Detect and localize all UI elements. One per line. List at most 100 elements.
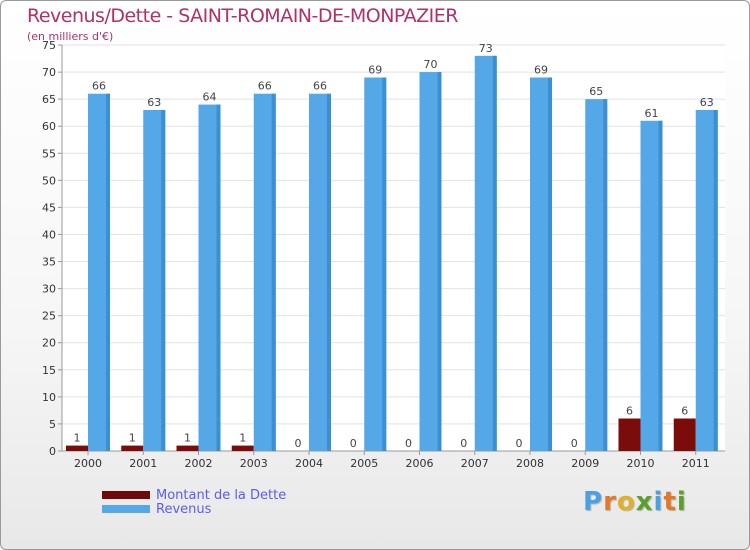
bar-label-dette: 1 bbox=[129, 432, 136, 445]
bar-revenus bbox=[419, 72, 442, 452]
x-tick-label: 2004 bbox=[295, 457, 323, 470]
bar-label-revenus: 63 bbox=[147, 96, 161, 109]
bar-dette bbox=[673, 418, 696, 451]
bar-revenus bbox=[198, 104, 221, 452]
y-tick-label: 0 bbox=[49, 445, 56, 458]
bar-revenus-shade bbox=[713, 109, 718, 452]
bar-revenus-shade bbox=[548, 77, 552, 451]
bar-label-revenus: 66 bbox=[313, 80, 327, 93]
y-tick-label: 55 bbox=[42, 147, 56, 160]
logo-letter: i bbox=[676, 487, 687, 517]
bar-label-revenus: 65 bbox=[589, 85, 603, 98]
bar-label-dette: 0 bbox=[350, 437, 357, 450]
bar-revenus-shade bbox=[216, 104, 221, 452]
x-tick-label: 2002 bbox=[185, 457, 213, 470]
y-tick-label: 15 bbox=[42, 364, 56, 377]
bar-dette bbox=[176, 445, 199, 451]
y-tick-label: 5 bbox=[49, 418, 56, 431]
bar-label-dette: 6 bbox=[681, 405, 688, 418]
bar-label-revenus: 69 bbox=[368, 63, 382, 76]
bar-revenus bbox=[88, 93, 110, 451]
bar-label-dette: 6 bbox=[626, 405, 633, 418]
bar-revenus-shade bbox=[327, 93, 331, 451]
y-tick-label: 75 bbox=[42, 39, 56, 52]
bar-revenus-shade bbox=[437, 72, 442, 452]
bar-label-revenus: 70 bbox=[424, 58, 438, 71]
y-tick-label: 65 bbox=[42, 93, 56, 106]
y-tick-label: 25 bbox=[42, 310, 56, 323]
y-tick-label: 70 bbox=[42, 66, 56, 79]
bar-label-dette: 0 bbox=[460, 437, 467, 450]
logo-letter: t bbox=[663, 487, 677, 517]
legend-label-revenus: Revenus bbox=[156, 501, 212, 517]
legend-item-dette: Montant de la Dette bbox=[102, 487, 287, 503]
bar-revenus bbox=[695, 109, 718, 452]
bar-dette bbox=[231, 445, 254, 451]
bar-revenus bbox=[585, 99, 608, 451]
x-tick-label: 2011 bbox=[682, 457, 710, 470]
bar-revenus bbox=[253, 93, 276, 451]
logo-letter: x bbox=[635, 487, 654, 517]
bar-revenus-shade bbox=[492, 55, 497, 452]
bar-revenus bbox=[364, 77, 387, 451]
bar-revenus-shade bbox=[106, 93, 110, 451]
bar-label-revenus: 69 bbox=[534, 63, 548, 76]
bar-dette bbox=[121, 445, 144, 451]
logo-letter: o bbox=[616, 487, 636, 517]
x-tick-label: 2003 bbox=[240, 457, 268, 470]
bar-revenus-shade bbox=[603, 99, 608, 451]
bar-revenus-shade bbox=[658, 120, 663, 451]
bar-revenus bbox=[530, 77, 552, 451]
legend-swatch-revenus bbox=[102, 505, 150, 513]
x-tick-label: 2008 bbox=[516, 457, 544, 470]
y-tick-label: 20 bbox=[42, 337, 56, 350]
bar-dette bbox=[66, 445, 88, 451]
y-tick-label: 35 bbox=[42, 256, 56, 269]
bar-revenus bbox=[309, 93, 331, 451]
bar-label-dette: 0 bbox=[295, 437, 302, 450]
legend-label-dette: Montant de la Dette bbox=[156, 487, 287, 503]
bar-label-dette: 0 bbox=[516, 437, 523, 450]
bar-revenus bbox=[640, 120, 663, 451]
chart-subtitle: (en milliers d'€) bbox=[27, 30, 114, 43]
bar-label-dette: 1 bbox=[184, 432, 191, 445]
bar-label-dette: 1 bbox=[74, 432, 81, 445]
x-tick-label: 2005 bbox=[350, 457, 378, 470]
bar-label-revenus: 63 bbox=[700, 96, 714, 109]
bar-revenus bbox=[474, 55, 497, 452]
bar-revenus-shade bbox=[382, 77, 387, 451]
y-tick-label: 60 bbox=[42, 120, 56, 133]
plot-area bbox=[62, 45, 725, 451]
legend-swatch-dette bbox=[102, 491, 150, 499]
bar-dette bbox=[618, 418, 641, 451]
x-tick-label: 2001 bbox=[129, 457, 157, 470]
x-tick-label: 2000 bbox=[74, 457, 102, 470]
x-tick-label: 2010 bbox=[627, 457, 655, 470]
proxiti-logo: Proxiti bbox=[583, 487, 687, 517]
x-tick-label: 2009 bbox=[571, 457, 599, 470]
bar-revenus bbox=[143, 109, 166, 452]
x-tick-label: 2006 bbox=[406, 457, 434, 470]
logo-letter: r bbox=[603, 487, 617, 517]
legend-item-revenus: Revenus bbox=[102, 501, 212, 517]
bar-label-revenus: 61 bbox=[645, 107, 659, 120]
logo-letter: i bbox=[653, 487, 664, 517]
y-tick-label: 40 bbox=[42, 228, 56, 241]
bar-revenus-shade bbox=[161, 109, 166, 452]
chart-title: Revenus/Dette - SAINT-ROMAIN-DE-MONPAZIE… bbox=[27, 5, 458, 27]
bar-label-revenus: 64 bbox=[203, 91, 217, 104]
bar-label-dette: 1 bbox=[239, 432, 246, 445]
y-tick-label: 30 bbox=[42, 283, 56, 296]
y-tick-label: 10 bbox=[42, 391, 56, 404]
y-tick-label: 50 bbox=[42, 174, 56, 187]
logo-letter: P bbox=[583, 487, 604, 517]
bar-revenus-shade bbox=[271, 93, 276, 451]
bar-label-dette: 0 bbox=[571, 437, 578, 450]
bar-label-revenus: 73 bbox=[479, 42, 493, 55]
bar-label-dette: 0 bbox=[405, 437, 412, 450]
bar-label-revenus: 66 bbox=[258, 80, 272, 93]
y-tick-label: 45 bbox=[42, 201, 56, 214]
x-tick-label: 2007 bbox=[461, 457, 489, 470]
